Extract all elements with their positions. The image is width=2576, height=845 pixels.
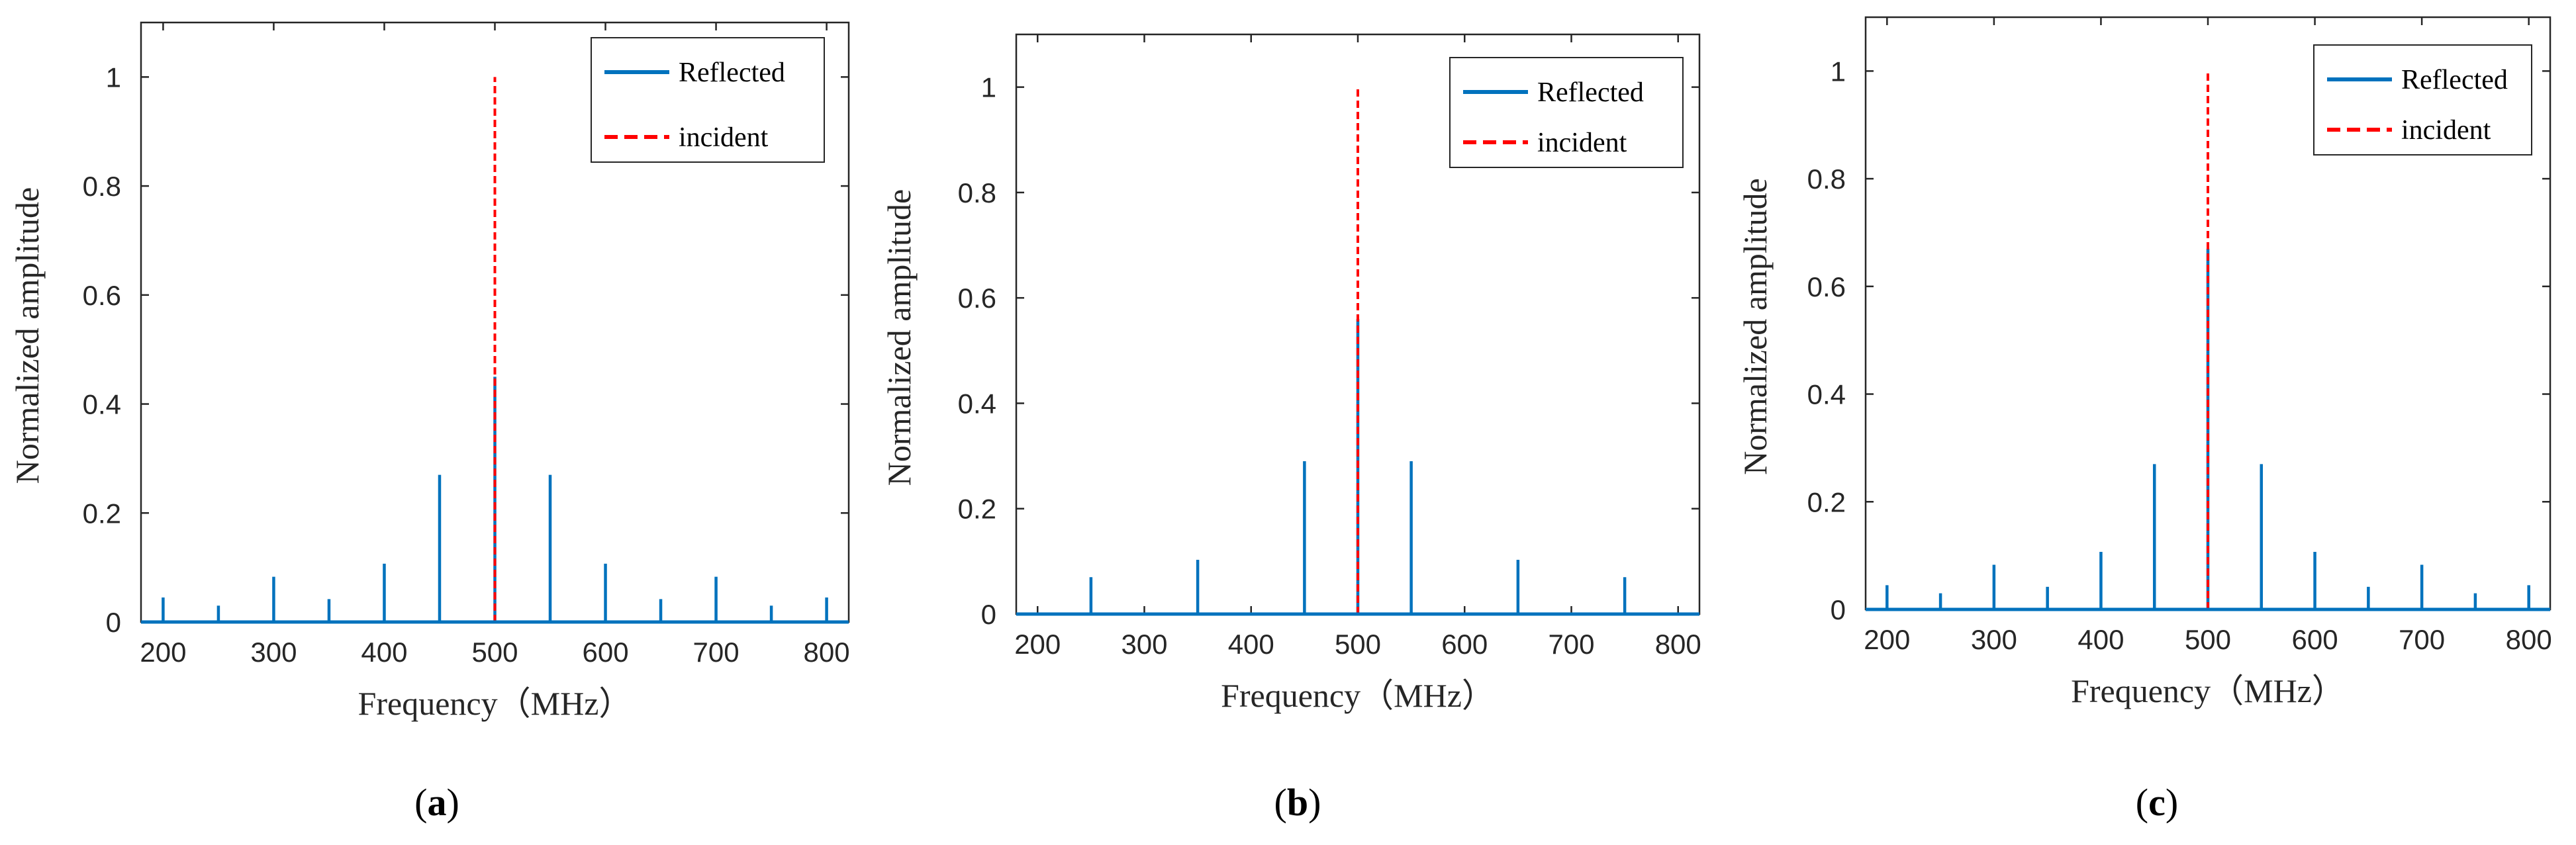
caption-paren: ) bbox=[2166, 781, 2178, 824]
legend-label-incident: incident bbox=[679, 122, 769, 153]
x-tick-label: 400 bbox=[1228, 629, 1274, 660]
legend-box bbox=[1449, 57, 1684, 168]
y-tick-label: 0.8 bbox=[1807, 163, 1846, 195]
legend-label-reflected: Reflected bbox=[2401, 65, 2508, 95]
x-tick-label: 800 bbox=[2506, 624, 2552, 655]
y-axis-label: Normalized amplitude bbox=[1737, 178, 1774, 474]
y-tick-label: 0 bbox=[106, 607, 121, 638]
caption-paren: ) bbox=[447, 781, 459, 824]
x-tick-label: 700 bbox=[2399, 624, 2445, 655]
x-tick-label: 700 bbox=[1548, 629, 1594, 660]
legend-box bbox=[591, 37, 825, 163]
chart-panel-b: 200 300 400 500 600 700 800 0 0.2 0.4 0.6 0.8 1 Refle… bbox=[881, 33, 1701, 824]
y-tick-label: 0.2 bbox=[83, 498, 121, 529]
panel-caption: (c) bbox=[2136, 781, 2178, 824]
caption-paren: ( bbox=[2136, 781, 2148, 824]
x-tick-label: 300 bbox=[1121, 629, 1167, 660]
y-tick-label: 0 bbox=[981, 599, 996, 630]
chart-panel-c: 200 300 400 500 600 700 800 0 0.2 0.4 0.6 0.8 1 Refle… bbox=[1737, 16, 2552, 824]
x-tick-label: 600 bbox=[2292, 624, 2338, 655]
x-tick-label: 600 bbox=[1441, 629, 1488, 660]
y-tick-label: 0.6 bbox=[958, 283, 996, 314]
legend-label-reflected: Reflected bbox=[1537, 77, 1644, 108]
caption-paren: ( bbox=[1274, 781, 1287, 824]
legend-label-incident: incident bbox=[1537, 128, 1627, 158]
caption-paren: ) bbox=[1308, 781, 1321, 824]
legend-box bbox=[2313, 44, 2532, 156]
legend: Reflected incident bbox=[591, 37, 825, 163]
legend: Reflected incident bbox=[2313, 44, 2532, 156]
y-axis-label: Normalized amplitude bbox=[881, 189, 918, 486]
legend: Reflected incident bbox=[1449, 57, 1684, 168]
x-tick-label: 600 bbox=[582, 637, 628, 668]
x-tick-label: 400 bbox=[2077, 624, 2124, 655]
x-axis-label: Frequency（MHz） bbox=[358, 685, 632, 722]
x-tick-label: 800 bbox=[1655, 629, 1701, 660]
x-tick-label: 500 bbox=[1335, 629, 1381, 660]
x-tick-label: 200 bbox=[1864, 624, 1910, 655]
y-tick-label: 0.2 bbox=[958, 494, 996, 525]
x-tick-label: 200 bbox=[1014, 629, 1061, 660]
x-axis-label: Frequency（MHz） bbox=[2071, 672, 2345, 709]
y-tick-label: 0.6 bbox=[83, 280, 121, 311]
x-tick-label: 500 bbox=[2185, 624, 2231, 655]
x-axis-label: Frequency（MHz） bbox=[1221, 677, 1495, 714]
legend-label-incident: incident bbox=[2401, 115, 2491, 146]
y-tick-label: 0.8 bbox=[958, 177, 996, 208]
x-tick-label: 400 bbox=[361, 637, 407, 668]
panel-caption: (a) bbox=[414, 781, 459, 824]
x-tick-label: 300 bbox=[1971, 624, 2017, 655]
y-tick-label: 0.2 bbox=[1807, 486, 1846, 517]
caption-letter: c bbox=[2148, 781, 2166, 824]
y-tick-label: 0.8 bbox=[83, 171, 121, 202]
x-tick-label: 500 bbox=[471, 637, 518, 668]
x-tick-label: 800 bbox=[804, 637, 850, 668]
caption-letter: a bbox=[428, 781, 447, 824]
y-tick-label: 0 bbox=[1831, 594, 1846, 625]
caption-letter: b bbox=[1287, 781, 1308, 824]
y-tick-label: 0.6 bbox=[1807, 271, 1846, 302]
y-tick-label: 1 bbox=[106, 62, 121, 93]
legend-label-reflected: Reflected bbox=[679, 58, 785, 88]
panel-caption: (b) bbox=[1274, 781, 1321, 824]
y-tick-label: 1 bbox=[981, 72, 996, 103]
caption-paren: ( bbox=[414, 781, 427, 824]
y-tick-label: 0.4 bbox=[958, 388, 996, 419]
y-tick-label: 0.4 bbox=[83, 389, 121, 420]
y-axis-label: Normalized amplitude bbox=[9, 187, 46, 484]
y-tick-label: 1 bbox=[1831, 56, 1846, 87]
x-tick-label: 700 bbox=[693, 637, 739, 668]
y-tick-label: 0.4 bbox=[1807, 379, 1846, 410]
x-tick-label: 300 bbox=[250, 637, 297, 668]
x-tick-label: 200 bbox=[140, 637, 186, 668]
chart-panel-a: 200 300 400 500 600 700 800 0 0.2 0.4 0.6 0.8 1 Refle… bbox=[9, 21, 850, 824]
